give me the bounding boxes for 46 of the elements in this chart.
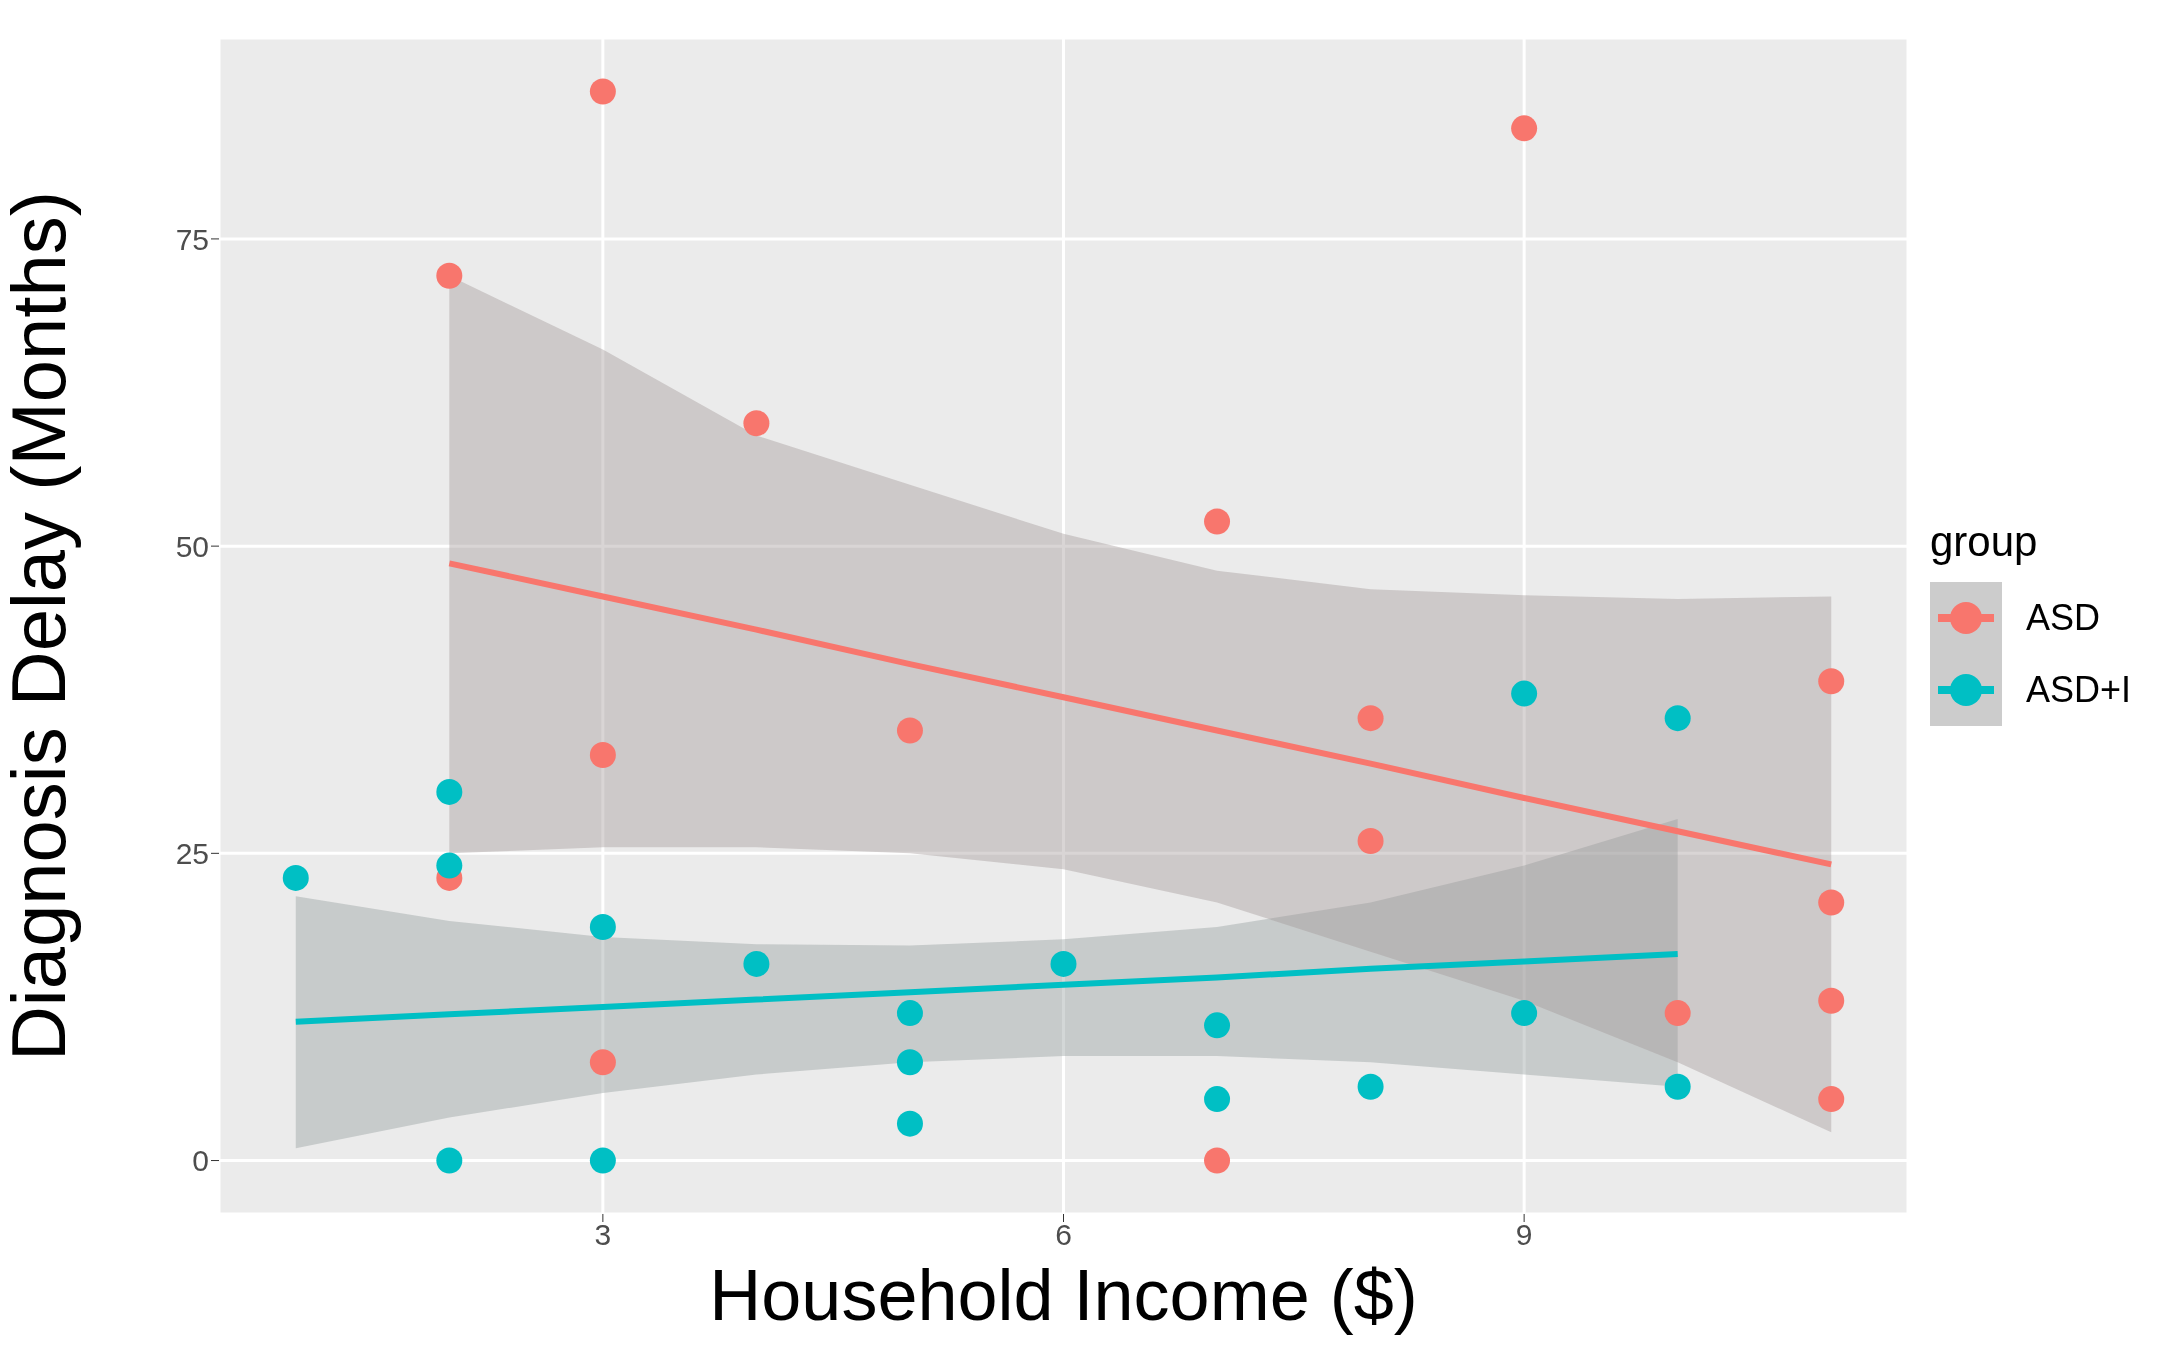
legend-label: ASD [2026, 597, 2101, 639]
point [1664, 1073, 1691, 1100]
point [1664, 1000, 1691, 1027]
point [1818, 1086, 1845, 1113]
point [1818, 987, 1845, 1014]
point [436, 1147, 463, 1174]
point [1050, 950, 1077, 977]
point [896, 1049, 923, 1076]
point [1357, 1073, 1384, 1100]
legend-label: ASD+I [2026, 669, 2132, 711]
point [1204, 1012, 1231, 1039]
point [743, 410, 770, 437]
point [1204, 1086, 1231, 1113]
point [436, 262, 463, 289]
point [1511, 115, 1538, 142]
y-axis-title: Diagnosis Delay (Months) [0, 190, 81, 1062]
point [743, 950, 770, 977]
x-tick-label: 6 [1055, 1218, 1072, 1252]
x-tick-label: 3 [594, 1218, 612, 1252]
point [1511, 1000, 1538, 1027]
point [896, 1000, 923, 1027]
y-tick-label: 75 [175, 222, 209, 256]
point [282, 864, 309, 891]
point [589, 1147, 616, 1174]
y-tick-label: 0 [192, 1144, 209, 1178]
point [1204, 508, 1231, 535]
point [1818, 889, 1845, 916]
point [589, 742, 616, 769]
point [896, 717, 923, 744]
point [896, 1110, 923, 1137]
point [1204, 1147, 1231, 1174]
x-tick-label: 9 [1515, 1218, 1533, 1252]
point [589, 914, 616, 941]
point [1664, 705, 1691, 732]
point [1818, 668, 1845, 695]
point [1511, 680, 1538, 707]
y-tick-label: 25 [175, 836, 209, 870]
point [1357, 705, 1384, 732]
y-tick-label: 50 [175, 529, 209, 563]
point [589, 78, 616, 105]
point [436, 778, 463, 805]
point [589, 1049, 616, 1076]
point [436, 852, 463, 879]
x-axis-title: Household Income ($) [709, 1255, 1418, 1335]
legend-title: group [1930, 518, 2039, 566]
point [1357, 828, 1384, 855]
